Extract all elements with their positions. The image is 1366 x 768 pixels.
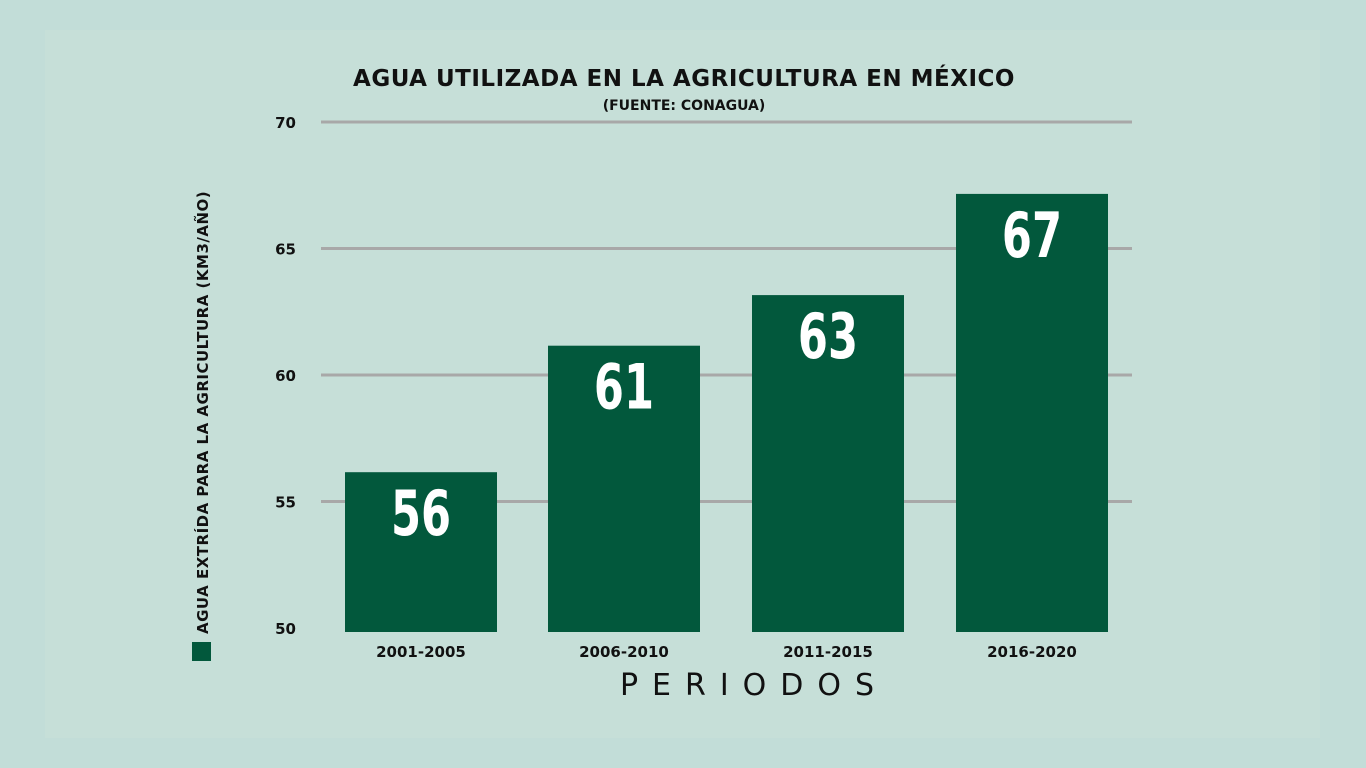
y-tick-label: 55: [275, 494, 296, 512]
y-tick-label: 65: [275, 241, 296, 259]
value-labels: 56 61 63 67: [391, 199, 1062, 550]
y-axis-label-group: AGUA EXTRÍDA PARA LA AGRICULTURA (KM3/AÑ…: [193, 191, 212, 634]
y-axis-label: AGUA EXTRÍDA PARA LA AGRICULTURA (KM3/AÑ…: [193, 191, 212, 634]
bar-value-label: 56: [391, 477, 451, 550]
x-tick-label: 2006-2010: [579, 643, 669, 661]
chart-title: AGUA UTILIZADA EN LA AGRICULTURA EN MÉXI…: [353, 64, 1015, 92]
chart-subtitle: (FUENTE: CONAGUA): [603, 98, 766, 114]
bars: [345, 193, 1108, 632]
bar-value-label: 61: [594, 351, 654, 424]
x-axis-label: PERIODOS: [620, 668, 888, 703]
x-tick-label: 2016-2020: [987, 643, 1077, 661]
bar: [345, 472, 497, 632]
y-axis-ticks: 50 55 60 65 70: [275, 114, 296, 638]
bar-value-label: 67: [1002, 199, 1062, 272]
y-tick-label: 50: [275, 620, 296, 638]
bar: [956, 193, 1108, 632]
legend-swatch: [192, 642, 211, 661]
y-tick-label: 70: [275, 114, 296, 132]
bar-value-label: 63: [798, 300, 858, 373]
x-tick-label: 2001-2005: [376, 643, 466, 661]
bar: [548, 345, 700, 632]
x-axis-ticks: 2001-2005 2006-2010 2011-2015 2016-2020: [376, 643, 1077, 661]
y-tick-label: 60: [275, 367, 296, 385]
x-tick-label: 2011-2015: [783, 643, 873, 661]
bar: [752, 295, 904, 632]
